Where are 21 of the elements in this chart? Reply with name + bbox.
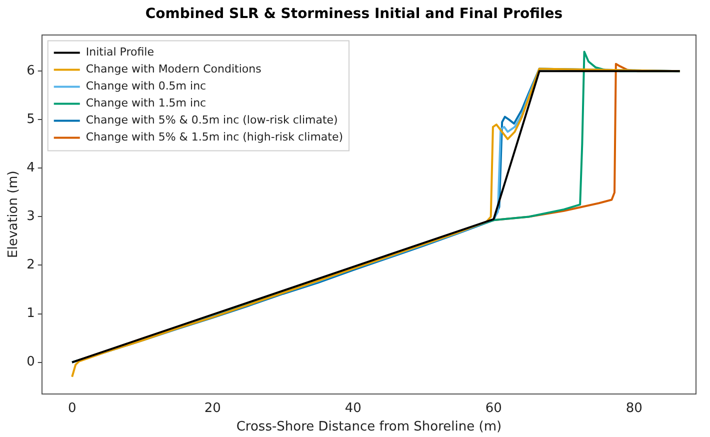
x-tick-label: 0 xyxy=(68,400,76,416)
x-tick-label: 80 xyxy=(626,400,642,416)
x-tick-label: 40 xyxy=(344,400,362,416)
y-tick-label: 2 xyxy=(26,258,35,273)
y-tick-label: 1 xyxy=(26,306,35,322)
x-tick-label: 20 xyxy=(204,400,221,416)
y-tick-label: 3 xyxy=(26,209,35,224)
legend-label: Change with 0.5m inc xyxy=(86,80,206,93)
legend-label: Initial Profile xyxy=(86,46,154,59)
chart-title: Combined SLR & Storminess Initial and Final Profiles xyxy=(145,6,563,22)
legend-label: Change with 5% & 0.5m inc (low-risk climate) xyxy=(86,114,338,127)
y-tick-label: 4 xyxy=(26,160,35,176)
legend-label: Change with Modern Conditions xyxy=(86,62,262,76)
x-tick-label: 60 xyxy=(485,400,502,416)
x-axis-title: Cross-Shore Distance from Shoreline (m) xyxy=(236,420,502,435)
y-axis-title: Elevation (m) xyxy=(6,170,22,258)
legend-label: Change with 1.5m inc xyxy=(86,96,206,110)
y-tick-label: 6 xyxy=(26,64,35,79)
y-tick-label: 5 xyxy=(26,112,35,128)
y-tick-label: 0 xyxy=(26,354,35,370)
legend-label: Change with 5% & 1.5m inc (high-risk climate) xyxy=(86,130,344,144)
